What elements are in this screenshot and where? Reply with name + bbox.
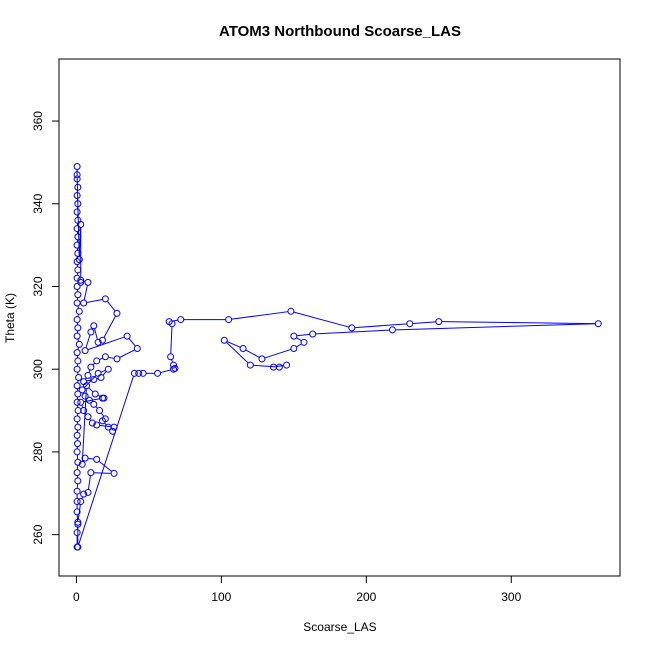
x-axis-label: Scoarse_LAS <box>303 620 376 634</box>
y-tick-label: 300 <box>31 359 45 379</box>
y-tick-label: 320 <box>31 276 45 296</box>
x-tick-label: 0 <box>73 590 80 604</box>
y-tick-label: 280 <box>31 442 45 462</box>
y-tick-label: 360 <box>31 111 45 131</box>
series-segment <box>88 458 94 459</box>
chart-title: ATOM3 Northbound Scoarse_LAS <box>219 23 461 40</box>
x-tick-label: 300 <box>501 590 521 604</box>
y-axis-label: Theta (K) <box>3 293 17 343</box>
y-tick-label: 260 <box>31 524 45 544</box>
x-tick-label: 200 <box>356 590 376 604</box>
y-tick-label: 340 <box>31 193 45 213</box>
x-tick-label: 100 <box>211 590 231 604</box>
